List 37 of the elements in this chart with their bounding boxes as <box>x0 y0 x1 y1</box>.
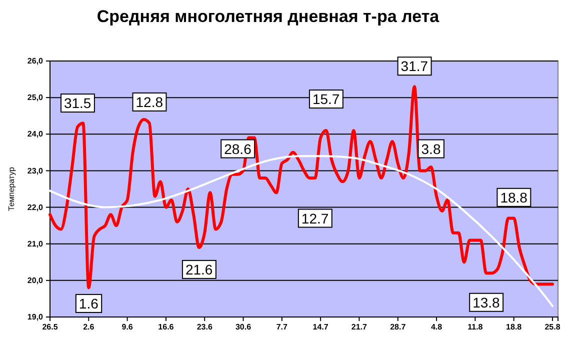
line-series <box>49 155 554 308</box>
y-tick-label: 26,0 <box>27 56 44 66</box>
y-tick-label: 21,0 <box>27 239 44 248</box>
annotation: 15.7 <box>312 91 340 108</box>
x-tick-label: 18.8 <box>506 322 522 332</box>
x-tick-label: 14.7 <box>312 322 329 332</box>
y-tick-label: 20,0 <box>27 276 44 285</box>
x-tick-label: 2.6 <box>83 322 95 332</box>
x-tick-label: 7.7 <box>276 322 288 332</box>
x-tick-label: 4.8 <box>430 322 443 332</box>
y-tick-label: 25,0 <box>27 93 44 102</box>
x-tick-label: 16.6 <box>158 322 174 332</box>
x-tick-label: 26.5 <box>42 322 58 332</box>
x-tick-label: 30.6 <box>235 322 252 332</box>
x-tick-label: 21.7 <box>351 322 368 332</box>
x-tick-label: 9.6 <box>122 322 134 332</box>
y-tick-label: 22,0 <box>27 202 44 212</box>
y-tick-label: 24,0 <box>27 130 44 139</box>
x-tick-label: 28.7 <box>390 322 406 332</box>
x-tick-label: 23.6 <box>196 322 213 332</box>
x-tick-label: 25.8 <box>544 322 561 332</box>
annotation: 3.8 <box>421 140 441 157</box>
annotation: 31.5 <box>64 95 92 112</box>
annotation: 28.6 <box>224 140 252 157</box>
annotation: 12.7 <box>301 210 329 226</box>
annotation: 1.6 <box>78 295 99 312</box>
chart-title: Средняя многолетняя дневная т-ра лета <box>96 7 440 26</box>
annotation: 31.7 <box>400 58 428 74</box>
y-axis-title: Температур <box>7 166 16 212</box>
y-tick-label: 19,0 <box>27 312 44 322</box>
annotation: 12.8 <box>136 94 164 110</box>
annotation: 18.8 <box>500 189 528 206</box>
x-tick-label: 11.8 <box>468 322 484 332</box>
line-series <box>48 85 554 290</box>
annotation: 21.6 <box>185 261 213 278</box>
annotation: 13.8 <box>472 294 500 310</box>
y-tick-label: 23,0 <box>27 166 44 176</box>
